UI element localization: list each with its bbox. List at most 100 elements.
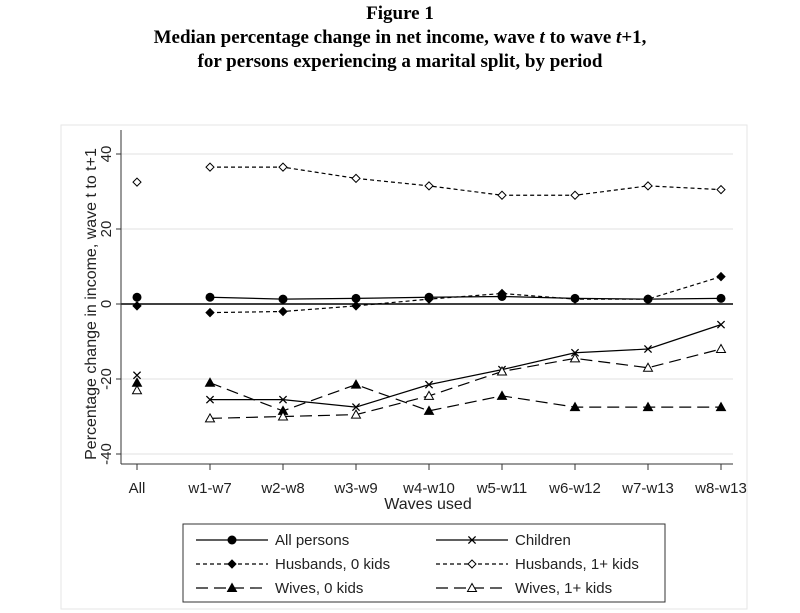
legend-item: Husbands, 1+ kids xyxy=(436,556,639,573)
x-tick-label: w5-w11 xyxy=(476,480,528,497)
y-tick-label: 40 xyxy=(98,146,115,163)
point-marker xyxy=(466,582,478,592)
point-marker xyxy=(205,292,215,302)
series-group xyxy=(132,162,726,200)
title-part: Median percentage change in net income, … xyxy=(153,27,540,48)
grid-lines xyxy=(121,153,733,455)
point-marker xyxy=(226,582,238,592)
series-line xyxy=(210,324,722,408)
title-line-3: for persons experiencing a marital split… xyxy=(197,51,603,72)
legend-item: Wives, 1+ kids xyxy=(436,580,612,597)
figure-label: Figure 1 xyxy=(366,3,434,24)
point-marker xyxy=(278,294,288,304)
y-tick-label: -20 xyxy=(98,368,115,390)
x-tick-label: w8-w13 xyxy=(694,480,747,497)
point-marker xyxy=(716,320,726,329)
point-marker xyxy=(351,173,361,184)
series-lines xyxy=(131,162,727,423)
point-marker xyxy=(716,293,726,303)
point-marker xyxy=(642,362,654,372)
point-marker xyxy=(132,371,142,380)
point-marker xyxy=(643,344,653,354)
x-tick-label: w1-w7 xyxy=(187,480,231,497)
point-marker xyxy=(132,177,142,187)
point-marker xyxy=(204,377,216,387)
point-marker xyxy=(278,306,288,317)
x-tick-label: w6-w12 xyxy=(548,480,601,497)
series-line xyxy=(209,276,722,314)
axes: -40 -20 0 20 40 All w1-w7 w2-w8 w3-w9 w4-w10 w5-w1… xyxy=(98,130,747,497)
y-tick-label: 20 xyxy=(98,221,115,238)
title-part: +1, xyxy=(621,27,647,48)
point-marker xyxy=(351,301,361,311)
series-line xyxy=(210,166,722,196)
legend-label: All persons xyxy=(275,532,349,549)
point-marker xyxy=(424,181,434,191)
point-marker xyxy=(423,405,435,415)
series-group xyxy=(132,271,726,318)
point-marker xyxy=(716,184,726,195)
series-group xyxy=(131,377,727,415)
title-line-2: Median percentage change in net income, … xyxy=(0,26,800,50)
point-marker xyxy=(715,401,727,412)
point-marker xyxy=(131,384,143,395)
series-line xyxy=(209,295,722,300)
point-marker xyxy=(205,162,215,172)
point-marker xyxy=(205,395,215,404)
title-italic-t: t xyxy=(539,27,545,48)
point-marker xyxy=(570,348,580,357)
point-marker xyxy=(350,379,362,389)
point-marker xyxy=(277,410,289,421)
point-marker xyxy=(132,292,142,302)
legend-item: Wives, 0 kids xyxy=(196,580,363,597)
y-axis-label: Percentage change in income, wave t to t… xyxy=(83,148,100,460)
point-marker xyxy=(496,390,508,400)
point-marker xyxy=(643,181,653,191)
x-tick-label: w4-w10 xyxy=(402,480,455,497)
legend: All persons Children Husbands, 0 kids Husba… xyxy=(196,532,639,597)
point-marker xyxy=(570,190,580,200)
point-marker xyxy=(467,535,477,545)
point-marker xyxy=(227,559,237,569)
legend-label: Children xyxy=(515,532,571,549)
figure-title: Figure 1 Median percentage change in net… xyxy=(0,2,800,74)
point-marker xyxy=(350,409,362,419)
point-marker xyxy=(497,288,507,299)
legend-label: Wives, 0 kids xyxy=(275,580,363,597)
series-group xyxy=(132,320,726,412)
point-marker xyxy=(716,271,726,282)
x-tick-label: w3-w9 xyxy=(333,480,377,497)
legend-item: Children xyxy=(436,532,571,549)
point-marker xyxy=(424,294,434,304)
point-marker xyxy=(715,343,727,353)
point-marker xyxy=(423,390,435,400)
point-marker xyxy=(204,412,216,423)
y-tick-label: 0 xyxy=(98,300,115,308)
y-tick-label: -40 xyxy=(98,443,115,465)
series-line xyxy=(209,348,722,419)
point-marker xyxy=(424,380,434,389)
point-marker xyxy=(278,162,288,172)
legend-label: Wives, 1+ kids xyxy=(515,580,612,597)
point-marker xyxy=(643,294,653,304)
x-tick-label: w2-w8 xyxy=(260,480,304,497)
chart-frame xyxy=(60,124,748,610)
point-marker xyxy=(351,403,361,412)
x-axis-label: Waves used xyxy=(384,496,471,513)
point-marker xyxy=(642,401,654,412)
x-tick-label: All xyxy=(129,480,146,497)
legend-label: Husbands, 1+ kids xyxy=(515,556,639,573)
point-marker xyxy=(205,307,215,318)
point-marker xyxy=(132,301,142,311)
point-marker xyxy=(467,559,477,569)
x-tick-label: w7-w13 xyxy=(621,480,674,497)
point-marker xyxy=(496,365,508,376)
title-italic-t2: t xyxy=(616,27,622,48)
point-marker xyxy=(569,352,581,363)
legend-item: All persons xyxy=(196,532,349,549)
legend-label: Husbands, 0 kids xyxy=(275,556,390,573)
point-marker xyxy=(569,401,581,412)
title-part: to wave xyxy=(544,27,617,48)
point-marker xyxy=(570,294,580,304)
